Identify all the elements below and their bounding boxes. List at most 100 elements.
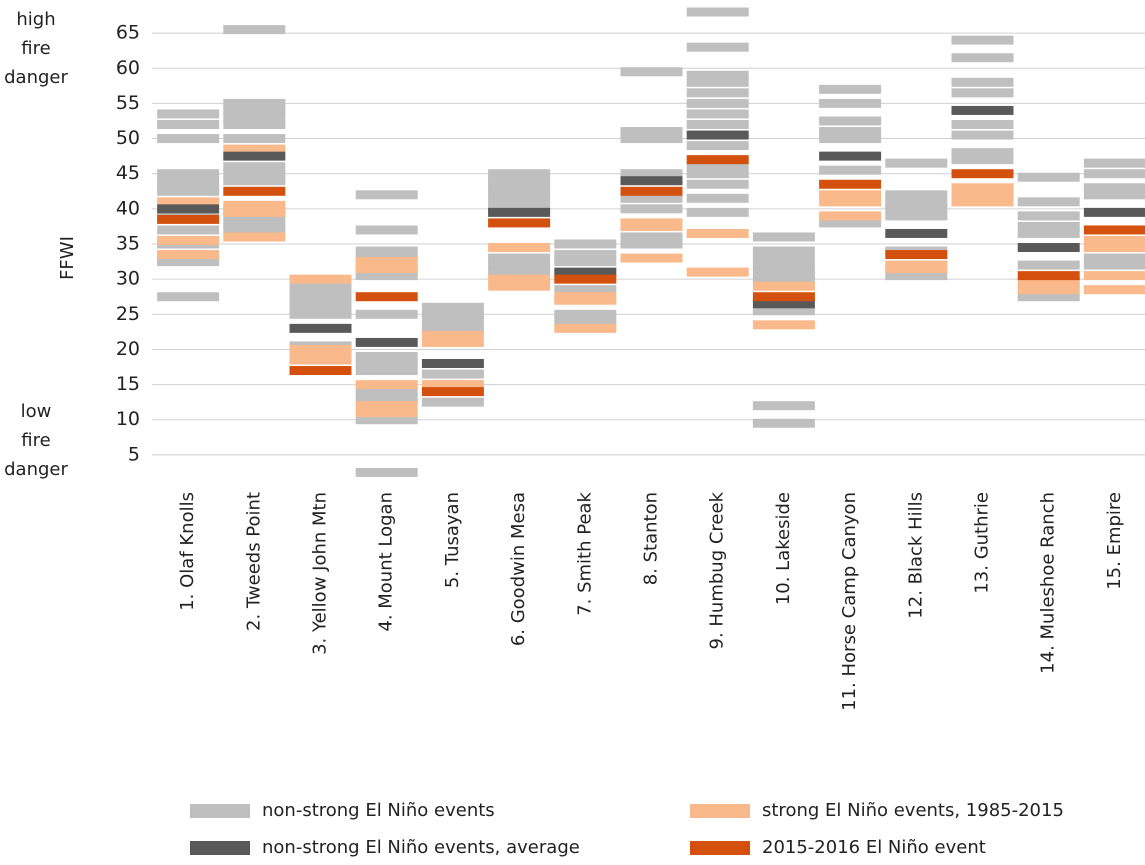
dash bbox=[819, 218, 882, 228]
dash bbox=[355, 359, 418, 368]
dash bbox=[289, 274, 352, 284]
dash bbox=[620, 127, 683, 137]
dash bbox=[421, 359, 484, 368]
dash bbox=[157, 292, 220, 302]
x-tick-label: 6. Goodwin Mesa bbox=[508, 492, 529, 646]
dash bbox=[885, 197, 948, 207]
dash bbox=[554, 309, 617, 319]
y-tick-label: 5 bbox=[128, 443, 140, 465]
dash bbox=[355, 380, 418, 390]
dash bbox=[1083, 271, 1145, 281]
dash bbox=[752, 306, 815, 316]
dash bbox=[885, 264, 948, 274]
dash bbox=[488, 183, 551, 193]
y-tick-label: 20 bbox=[116, 338, 140, 360]
dash bbox=[421, 369, 484, 379]
annotation: low fire danger bbox=[4, 401, 68, 480]
dash bbox=[488, 281, 551, 291]
dash bbox=[223, 176, 286, 186]
dash bbox=[488, 274, 551, 284]
dash bbox=[686, 267, 749, 277]
dash bbox=[1017, 172, 1080, 182]
dash bbox=[620, 239, 683, 249]
dash bbox=[1017, 243, 1080, 253]
dash bbox=[1083, 207, 1145, 217]
dash bbox=[686, 88, 749, 98]
dash bbox=[1017, 292, 1080, 302]
dash bbox=[885, 158, 948, 168]
dash bbox=[819, 190, 882, 200]
dash bbox=[951, 169, 1014, 179]
dash bbox=[157, 186, 220, 196]
dash bbox=[223, 218, 286, 228]
dash bbox=[421, 387, 484, 397]
dash bbox=[421, 309, 484, 319]
dash bbox=[1017, 278, 1080, 288]
dash bbox=[752, 267, 815, 277]
legend-swatch bbox=[190, 804, 250, 818]
dash bbox=[686, 228, 749, 238]
dash bbox=[1083, 253, 1145, 263]
dash bbox=[1083, 243, 1145, 253]
dash bbox=[951, 190, 1014, 200]
dash bbox=[488, 267, 551, 277]
dash bbox=[686, 120, 749, 129]
x-tick-label: 9. Humbug Creek bbox=[707, 491, 728, 649]
dash bbox=[223, 169, 286, 179]
dash bbox=[620, 253, 683, 263]
dash bbox=[1083, 169, 1145, 179]
x-tick-label: 5. Tusayan bbox=[442, 492, 463, 588]
dash bbox=[951, 88, 1014, 98]
dash bbox=[620, 169, 683, 179]
dash bbox=[355, 366, 418, 376]
dash bbox=[289, 366, 352, 376]
dash bbox=[1017, 211, 1080, 221]
dash bbox=[421, 316, 484, 326]
dash bbox=[223, 151, 286, 161]
dash bbox=[157, 109, 220, 119]
dash bbox=[355, 257, 418, 267]
dash bbox=[620, 134, 683, 144]
dash bbox=[223, 162, 286, 172]
dash bbox=[620, 232, 683, 242]
dash bbox=[1083, 183, 1145, 193]
dash bbox=[686, 169, 749, 179]
dash bbox=[686, 70, 749, 80]
dash bbox=[1017, 271, 1080, 281]
dash bbox=[686, 109, 749, 119]
dash bbox=[289, 355, 352, 365]
legend-label: 2015-2016 El Niño event bbox=[762, 837, 986, 858]
dash bbox=[289, 302, 352, 312]
dash bbox=[554, 257, 617, 267]
dash bbox=[554, 295, 617, 305]
dash bbox=[157, 204, 220, 214]
dash bbox=[488, 243, 551, 253]
dash bbox=[554, 250, 617, 260]
dash bbox=[620, 176, 683, 186]
dash bbox=[223, 232, 286, 242]
dash bbox=[951, 130, 1014, 140]
dash bbox=[355, 394, 418, 404]
dash bbox=[289, 344, 352, 354]
dash bbox=[752, 260, 815, 270]
dash bbox=[421, 380, 484, 390]
dash bbox=[686, 77, 749, 87]
dash bbox=[752, 401, 815, 411]
y-tick-label: 50 bbox=[116, 127, 140, 149]
dash bbox=[421, 302, 484, 312]
dash bbox=[1017, 221, 1080, 231]
dash bbox=[355, 264, 418, 274]
dash bbox=[488, 197, 551, 207]
dash bbox=[289, 288, 352, 298]
dash bbox=[289, 295, 352, 305]
dash bbox=[885, 250, 948, 260]
dash bbox=[488, 207, 551, 217]
y-tick-label: 55 bbox=[116, 92, 140, 114]
x-tick-label: 4. Mount Logan bbox=[376, 492, 397, 632]
dash bbox=[223, 200, 286, 210]
dash bbox=[819, 127, 882, 137]
dash bbox=[1083, 285, 1145, 295]
dash bbox=[1017, 285, 1080, 295]
dash bbox=[488, 260, 551, 270]
y-tick-label: 60 bbox=[116, 57, 140, 79]
